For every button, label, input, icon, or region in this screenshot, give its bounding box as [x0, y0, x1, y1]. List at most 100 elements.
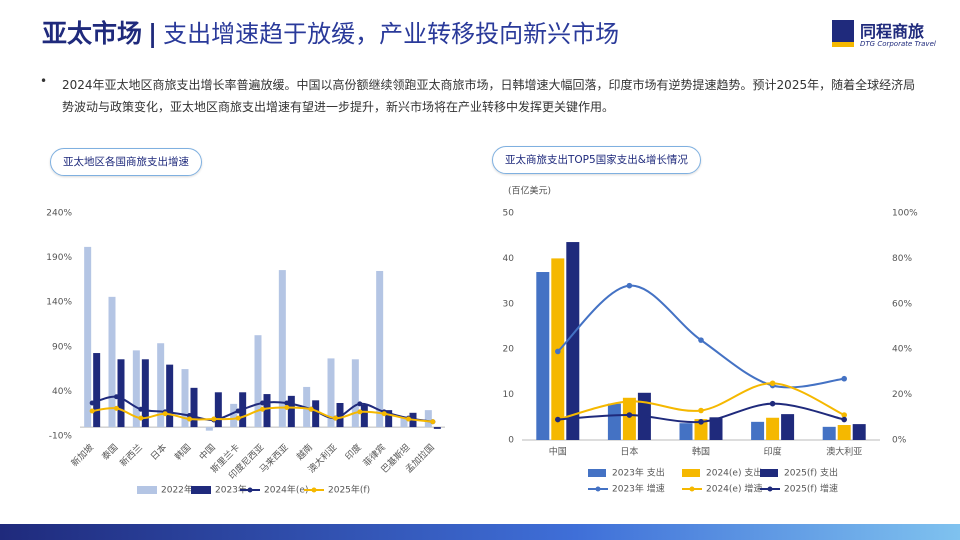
marker [187, 416, 192, 422]
y-tick-label: 20 [503, 345, 515, 355]
bar [254, 335, 262, 428]
bar [312, 400, 320, 428]
y-tick-label: 140% [46, 298, 72, 308]
bar [709, 417, 723, 440]
y-tick-label: 40 [503, 254, 515, 264]
legend-label: 2025(f) 支出 [784, 467, 838, 479]
legend-label: 2024(e) 增速 [706, 483, 762, 495]
bar [360, 404, 368, 428]
legend-label: 2024(e) 支出 [706, 467, 762, 479]
x-tick-label: 泰国 [99, 441, 120, 462]
marker [333, 415, 338, 421]
bar [336, 402, 344, 428]
marker [698, 337, 704, 343]
legend-label: 2025(f) 增速 [784, 483, 838, 495]
marker [555, 348, 561, 355]
x-tick-label: 日本 [148, 441, 169, 462]
logo-text: 同程商旅 [860, 22, 925, 41]
bar [607, 403, 621, 440]
marker [698, 419, 704, 425]
legend-marker [689, 486, 695, 492]
x-tick-label: 印度 [342, 441, 363, 462]
y-tick-label: -10% [49, 432, 73, 442]
marker [406, 416, 411, 422]
marker [187, 412, 192, 418]
y2-tick-label: 40% [892, 345, 912, 355]
x-tick-label: 韩国 [172, 441, 193, 462]
footer-bar [0, 524, 960, 540]
x-tick-label: 印度 [764, 446, 782, 458]
y-tick-label: 90% [52, 342, 72, 352]
bar [278, 270, 286, 428]
bar [766, 417, 780, 440]
y-tick-label: 240% [46, 209, 72, 219]
legend-label: 2023年 支出 [612, 467, 665, 479]
x-tick-label: 中国 [196, 441, 217, 462]
x-tick-label: 澳大利亚 [826, 446, 862, 458]
x-tick-label: 中国 [549, 446, 567, 458]
bar [376, 270, 384, 428]
marker [284, 404, 290, 410]
x-tick-label: 新西兰 [117, 441, 145, 469]
line [557, 382, 845, 421]
bar [214, 392, 222, 428]
marker [698, 407, 704, 414]
section: 亚太市场 [42, 19, 143, 48]
bar [822, 426, 836, 440]
marker [308, 406, 314, 412]
y2-tick-label: 20% [892, 390, 912, 400]
y-tick-label: 0 [508, 436, 514, 446]
marker [260, 406, 265, 412]
marker [357, 409, 363, 415]
marker [235, 408, 241, 414]
legend-swatch [760, 469, 778, 477]
marker [626, 282, 633, 289]
marker [114, 394, 119, 400]
bar [166, 364, 174, 428]
x-tick-label: 新加坡 [68, 441, 96, 469]
bar [852, 424, 866, 440]
legend-label: 2023年 [215, 484, 247, 496]
title: 支出增速趋于放缓，产业转移投向新兴市场 [163, 20, 620, 48]
bar [205, 427, 213, 431]
bar [327, 358, 335, 428]
bar [781, 414, 795, 440]
bar [108, 296, 116, 428]
marker [769, 380, 776, 387]
bar [117, 359, 125, 428]
bar [157, 343, 165, 428]
y-tick-label: 40% [52, 387, 72, 397]
marker [626, 398, 633, 405]
legend-label: 2025年(f) [328, 484, 370, 496]
marker [260, 400, 265, 406]
marker [89, 400, 95, 406]
legend-label: 2023年 增速 [612, 483, 665, 495]
bar [751, 421, 765, 440]
marker [769, 400, 776, 407]
header: 亚太市场 | 支出增速趋于放缓，产业转移投向新兴市场 [42, 14, 619, 50]
marker [138, 406, 144, 412]
legend-swatch [191, 486, 211, 494]
bar [181, 369, 189, 428]
bar [230, 403, 238, 428]
y2-tick-label: 0% [892, 436, 907, 446]
bar [141, 359, 149, 428]
marker [138, 415, 144, 421]
bar [263, 394, 271, 428]
bar [424, 410, 432, 428]
marker [114, 405, 119, 411]
legend-marker [767, 486, 773, 492]
bar [536, 272, 550, 440]
bar [566, 242, 580, 440]
y-tick-label: 50 [503, 209, 515, 219]
logo-mark [832, 20, 854, 47]
y-tick-label: 10 [503, 390, 515, 400]
y2-tick-label: 100% [892, 209, 918, 219]
legend-swatch [682, 469, 700, 477]
bar [287, 395, 295, 428]
bar [84, 246, 92, 428]
marker [211, 416, 217, 422]
bullet-text: 2024年亚太地区商旅支出增长率普遍放缓。中国以高份额继续领跑亚太商旅市场，日韩… [62, 78, 916, 114]
marker [162, 411, 168, 417]
